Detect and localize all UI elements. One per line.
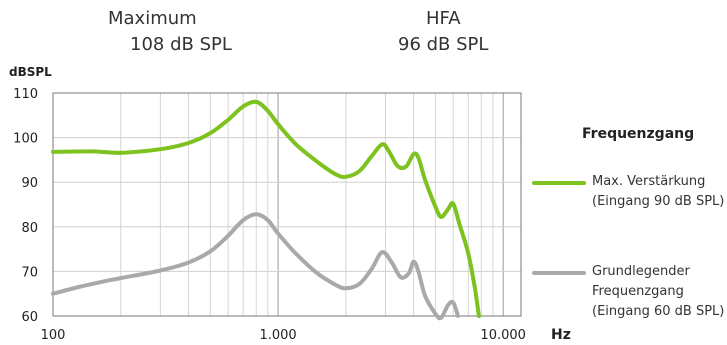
- x-axis-label: Hz: [551, 327, 571, 343]
- legend-label-line: (Eingang 90 dB SPL): [592, 194, 725, 209]
- x-tick-label: 100: [41, 328, 66, 343]
- legend-label-line: Frequenzgang: [592, 284, 684, 299]
- legend-swatch-basic-response: [532, 271, 586, 275]
- legend-label-line: Grundlegender: [592, 264, 690, 279]
- series-layer: [51, 99, 481, 321]
- x-tick-label: 1.000: [259, 328, 296, 343]
- y-tick-label: 90: [21, 176, 38, 191]
- y-tick-label: 70: [21, 265, 38, 280]
- max-title: Maximum: [108, 8, 197, 29]
- y-tick-label: 100: [13, 132, 38, 147]
- series-line-max-gain: [51, 99, 481, 318]
- plot-frame: [52, 92, 522, 317]
- y-tick-label: 60: [21, 310, 38, 325]
- legend-label-line: (Eingang 60 dB SPL): [592, 304, 725, 319]
- hfa-title: HFA: [426, 8, 461, 29]
- y-tick-label: 80: [21, 221, 38, 236]
- series-line-basic-response: [51, 212, 460, 321]
- y-tick-label: 110: [13, 87, 38, 102]
- minor-gridlines: [120, 93, 494, 316]
- legend-title: Frequenzgang: [582, 126, 695, 142]
- y-axis-label: dBSPL: [9, 65, 52, 79]
- max-value: 108 dB SPL: [130, 34, 232, 55]
- tick-labels: 60 70 80 90 100 110 100 1.000 10.000: [13, 87, 526, 343]
- x-tick-label: 10.000: [480, 328, 526, 343]
- legend-label-line: Max. Verstärkung: [592, 174, 706, 189]
- hfa-value: 96 dB SPL: [398, 34, 489, 55]
- legend-swatch-max-gain: [532, 181, 586, 185]
